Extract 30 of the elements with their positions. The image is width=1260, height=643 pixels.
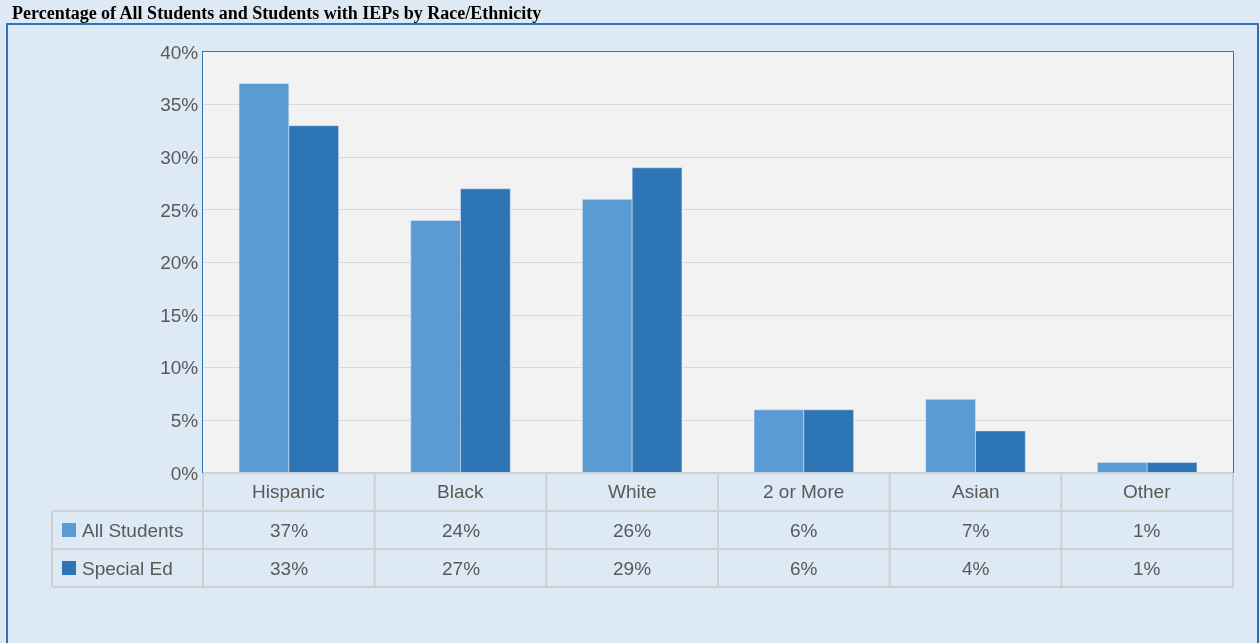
x-tick-label: Black — [437, 481, 484, 502]
data-label: 6% — [790, 520, 818, 541]
legend-label: Special Ed — [82, 558, 173, 579]
chart-title: Percentage of All Students and Students with IEPs by Race/Ethnicity — [12, 3, 542, 23]
y-tick-label: 0% — [170, 462, 199, 484]
y-tick-label: 35% — [160, 94, 199, 116]
data-label: 4% — [962, 558, 990, 579]
x-tick-label: 2 or More — [763, 481, 845, 502]
x-tick-label: Other — [1123, 481, 1172, 502]
y-tick-label: 40% — [160, 41, 199, 63]
y-tick-label: 5% — [170, 410, 199, 432]
data-label: 33% — [270, 558, 309, 579]
y-tick-label: 25% — [160, 199, 199, 221]
y-tick-label: 20% — [160, 252, 199, 274]
data-label: 29% — [613, 558, 652, 579]
y-tick-label: 30% — [160, 146, 199, 168]
data-label: 26% — [613, 520, 652, 541]
y-tick-label: 10% — [160, 357, 199, 379]
data-label: 1% — [1133, 520, 1161, 541]
data-label: 1% — [1133, 558, 1161, 579]
data-label: 24% — [442, 520, 481, 541]
x-tick-label: Asian — [952, 481, 1000, 502]
y-tick-label: 15% — [160, 304, 199, 326]
data-label: 27% — [442, 558, 481, 579]
data-label: 6% — [790, 558, 818, 579]
data-label: 7% — [962, 520, 990, 541]
data-label: 37% — [270, 520, 309, 541]
x-tick-label: Hispanic — [252, 481, 325, 502]
x-tick-label: White — [608, 481, 657, 502]
legend-label: All Students — [82, 520, 184, 541]
